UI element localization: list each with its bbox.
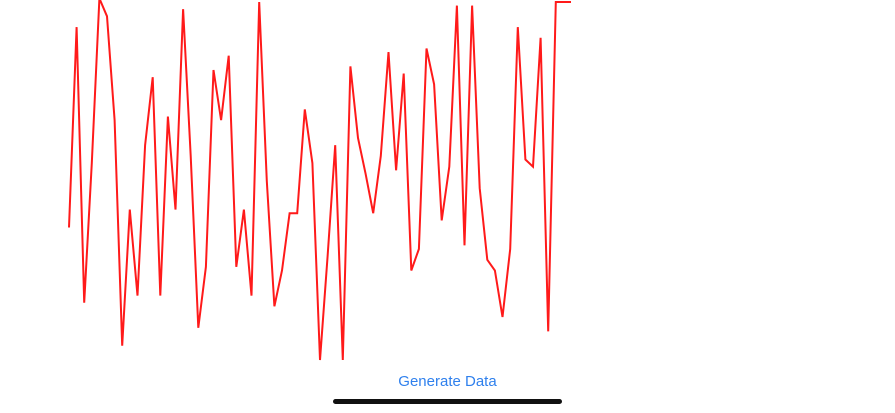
line-chart (68, 0, 571, 361)
series-line (68, 0, 571, 361)
generate-data-button[interactable]: Generate Data (0, 372, 895, 392)
home-indicator (333, 399, 562, 404)
